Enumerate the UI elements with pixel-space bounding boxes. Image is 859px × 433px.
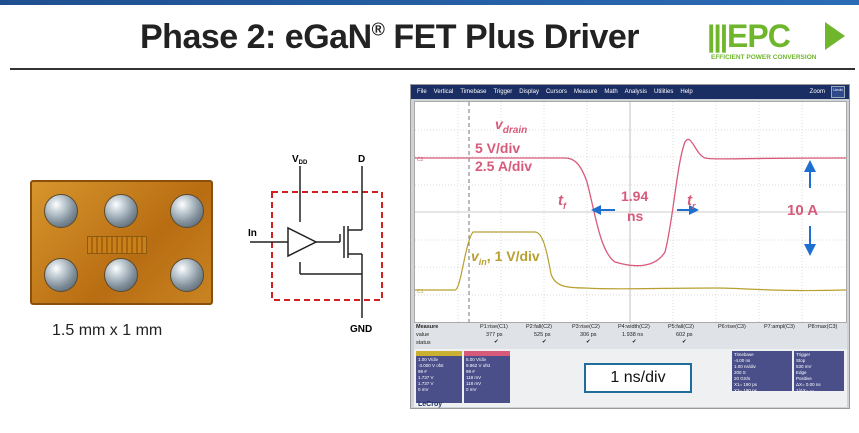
measure-col-name: P8:max(C3) bbox=[808, 324, 838, 330]
timebase-box[interactable]: Timebase -4.00 ns 1.00 ns/div 200 S 20 GS/s X… bbox=[732, 351, 792, 393]
fall-time-label: tf bbox=[558, 192, 566, 211]
menu-utilities[interactable]: Utilities bbox=[654, 89, 674, 95]
pulse-width-unit: ns bbox=[627, 208, 644, 224]
lecroy-logo: LeCroy bbox=[418, 401, 443, 408]
die-circuitry bbox=[87, 236, 147, 254]
channel1-box[interactable]: 1.00 V/div -3.000 V ofst 99 #1.737 V 1.737 … bbox=[416, 351, 462, 403]
chip-size-label: 1.5 mm x 1 mm bbox=[52, 322, 163, 339]
solder-ball bbox=[44, 258, 78, 292]
solder-ball bbox=[44, 194, 78, 228]
gnd-label: GND bbox=[350, 324, 372, 335]
menu-file[interactable]: File bbox=[417, 89, 427, 95]
epc-logo: ||| EPC EFFICIENT POWER CONVERSION bbox=[707, 18, 852, 62]
menu-analysis[interactable]: Analysis bbox=[624, 89, 648, 95]
menu-trigger[interactable]: Trigger bbox=[493, 89, 513, 95]
solder-ball bbox=[104, 194, 138, 228]
measure-header: Measure bbox=[416, 324, 439, 330]
undo-button[interactable]: Undo bbox=[831, 86, 845, 98]
measure-col-name: P3:rise(C2) bbox=[572, 324, 600, 330]
vin-label: vin, 1 V/div bbox=[471, 248, 540, 267]
measure-row-status: status bbox=[416, 340, 431, 346]
zoom-button[interactable]: Zoom bbox=[809, 89, 825, 95]
pulse-width-value: 1.94 bbox=[621, 188, 649, 204]
vdrain-scale-label: 5 V/div bbox=[475, 140, 521, 156]
current-amplitude-label: 10 A bbox=[787, 202, 819, 219]
trigger-box[interactable]: Trigger Stop 530 mV Edge Positive ΔX= 0.00 ns… bbox=[794, 351, 844, 393]
channel2-box[interactable]: 5.00 V/div 9.862 V ofst 99 #118 mV 118 mV 0 … bbox=[464, 351, 510, 403]
menu-cursors[interactable]: Cursors bbox=[545, 89, 567, 95]
measurement-table: Measure value status P1:rise(C1) 377 ps … bbox=[414, 323, 847, 349]
menu-measure[interactable]: Measure bbox=[573, 89, 598, 95]
scope-status-panel: 1.00 V/div -3.000 V ofst 99 #1.737 V 1.737 … bbox=[414, 349, 847, 408]
vdrain-trace bbox=[415, 139, 846, 267]
menu-timebase[interactable]: Timebase bbox=[460, 89, 487, 95]
measure-col-name: P7:ampl(C3) bbox=[764, 324, 795, 330]
solder-ball bbox=[170, 258, 204, 292]
measure-col-value: 377 ps bbox=[486, 332, 503, 338]
measure-col-name: P4:width(C2) bbox=[618, 324, 650, 330]
input-label: In bbox=[248, 228, 257, 239]
scope-menubar: File Vertical Timebase Trigger Display C… bbox=[411, 85, 849, 99]
slide-title: Phase 2: eGaN® FET Plus Driver bbox=[140, 18, 640, 56]
measure-col-value: 602 ps bbox=[676, 332, 693, 338]
measure-col-value: 1.938 ns bbox=[622, 332, 644, 338]
driver-schematic: VDD D In GND bbox=[248, 154, 383, 335]
vdd-label: VDD bbox=[292, 154, 308, 166]
timebase-callout: 1 ns/div bbox=[584, 363, 692, 393]
scope-display: C2 C1 vdrain 5 V/div 2.5 A/div tf 1.94 n… bbox=[414, 101, 847, 323]
rise-time-label: tr bbox=[687, 192, 696, 211]
measure-row-value: value bbox=[416, 332, 430, 338]
measure-col-name: P5:fall(C2) bbox=[668, 324, 694, 330]
svg-text:C2: C2 bbox=[417, 157, 424, 163]
measure-col-value: 306 ps bbox=[580, 332, 597, 338]
title-divider bbox=[10, 68, 855, 70]
svg-text:C1: C1 bbox=[417, 289, 424, 295]
current-scale-label: 2.5 A/div bbox=[475, 158, 533, 174]
drain-label: D bbox=[358, 154, 365, 165]
menu-vertical[interactable]: Vertical bbox=[433, 89, 454, 95]
menu-help[interactable]: Help bbox=[680, 89, 693, 95]
solder-ball bbox=[170, 194, 204, 228]
menu-math[interactable]: Math bbox=[604, 89, 618, 95]
measure-col-name: P6:rise(C3) bbox=[718, 324, 746, 330]
solder-ball bbox=[104, 258, 138, 292]
chip-photo bbox=[30, 180, 213, 305]
oscilloscope-screenshot: File Vertical Timebase Trigger Display C… bbox=[410, 84, 850, 409]
vdrain-label: vdrain bbox=[495, 116, 528, 136]
measure-col-name: P2:fall(C2) bbox=[526, 324, 552, 330]
vin-trace bbox=[415, 231, 846, 292]
top-accent-bar bbox=[0, 0, 859, 5]
measure-col-value: 525 ps bbox=[534, 332, 551, 338]
menu-display[interactable]: Display bbox=[519, 89, 539, 95]
measure-col-name: P1:rise(C1) bbox=[480, 324, 508, 330]
